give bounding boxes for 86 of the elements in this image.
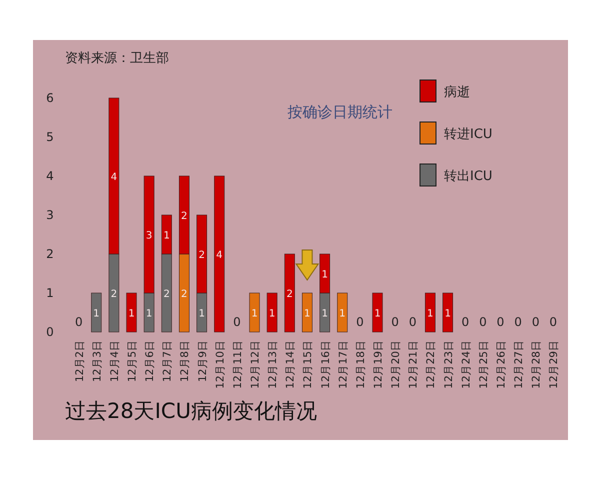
x-tick-label: 12月12日 [250,340,262,389]
data-label: 1 [93,308,100,320]
x-tick-label: 12月7日 [162,340,174,382]
data-label: 1 [198,308,205,320]
x-tick-label: 12月28日 [530,340,543,389]
data-label: 2 [181,289,188,300]
total-label: 0 [479,315,487,329]
bar [249,292,260,332]
x-tick-label: 12月29日 [548,340,560,389]
data-label: 4 [216,250,223,261]
data-label: 1 [322,270,328,280]
text: 资料来源：卫生部 [65,51,169,66]
x-tick-label: 12月19日 [372,340,384,389]
x-tick-label: 12月3日 [91,340,104,382]
data-label: 4 [110,172,118,183]
bar [214,176,225,332]
data-label: 1 [268,308,276,320]
bar [302,292,312,332]
bar [266,292,278,332]
x-tick-label: 12月8日 [179,340,192,382]
y-tick-label: 3 [46,208,54,222]
y-tick-label: 4 [46,169,54,183]
x-tick-label: 12月23日 [442,340,455,389]
x-tick-label: 12月2日 [74,340,86,382]
x-tick-label: 12月14日 [284,340,297,389]
x-tick-label: 12月18日 [354,340,367,389]
x-tick-label: 12月10日 [214,340,226,389]
total-label: 0 [532,315,540,329]
y-tick-label: 1 [46,286,54,300]
total-label: 0 [408,315,416,329]
bar [337,292,348,332]
bar [126,292,137,332]
data-label: 1 [128,308,135,320]
y-tick-label: 2 [46,247,54,261]
x-tick-label: 12月9日 [196,340,209,382]
x-tick-label: 12月25日 [478,340,490,389]
x-tick-label: 12月22日 [425,340,438,389]
data-label: 2 [163,289,170,300]
data-label: 2 [198,250,205,261]
x-tick-label: 12月26日 [496,340,508,389]
total-label: 0 [462,315,470,329]
x-tick-label: 12月16日 [320,340,332,389]
x-tick-label: 12月24日 [460,340,472,389]
total-label: 0 [233,315,241,329]
x-tick-label: 12月5日 [126,340,138,382]
data-label: 2 [110,289,118,300]
total-label: 0 [356,315,364,329]
x-tick-label: 12月4日 [108,340,121,382]
x-tick-label: 12月27日 [513,340,526,389]
bar [442,292,454,332]
data-label: 1 [322,308,328,320]
x-tick-label: 12月13日 [267,340,280,389]
bar [372,292,383,332]
legend-label: 病逝 [444,85,470,100]
y-tick-label: 0 [46,325,54,339]
bar [424,292,436,332]
bar [284,254,295,332]
legend-label: 转进ICU [444,127,492,142]
data-label: 1 [163,230,170,242]
total-label: 0 [391,315,399,329]
data-label: 1 [251,308,258,320]
chart-subtitle: 按确诊日期统计 [288,103,392,121]
y-tick-label: 6 [46,91,54,105]
x-tick-label: 12月15日 [302,340,314,389]
legend-label: 转出ICU [444,169,492,184]
total-label: 0 [549,315,558,329]
text: 过去28天ICU病例变化情况 [65,399,317,423]
data-label: 1 [146,308,152,320]
total-label: 0 [514,315,522,329]
data-label: 3 [146,230,152,242]
data-label: 2 [181,211,188,222]
x-tick-label: 12月11日 [232,340,244,389]
data-label: 1 [339,308,346,320]
data-label: 1 [304,308,310,320]
data-label: 1 [427,308,434,320]
x-tick-label: 12月20日 [390,340,402,389]
data-label: 1 [374,308,381,320]
total-label: 0 [74,315,83,329]
x-tick-label: 12月21日 [408,340,420,389]
data-label: 1 [444,308,451,320]
y-tick-label: 5 [46,130,54,144]
total-label: 0 [496,315,504,329]
x-tick-label: 12月6日 [144,340,156,382]
bar [91,292,102,332]
data-label: 2 [286,289,293,300]
x-tick-label: 12月17日 [337,340,350,389]
